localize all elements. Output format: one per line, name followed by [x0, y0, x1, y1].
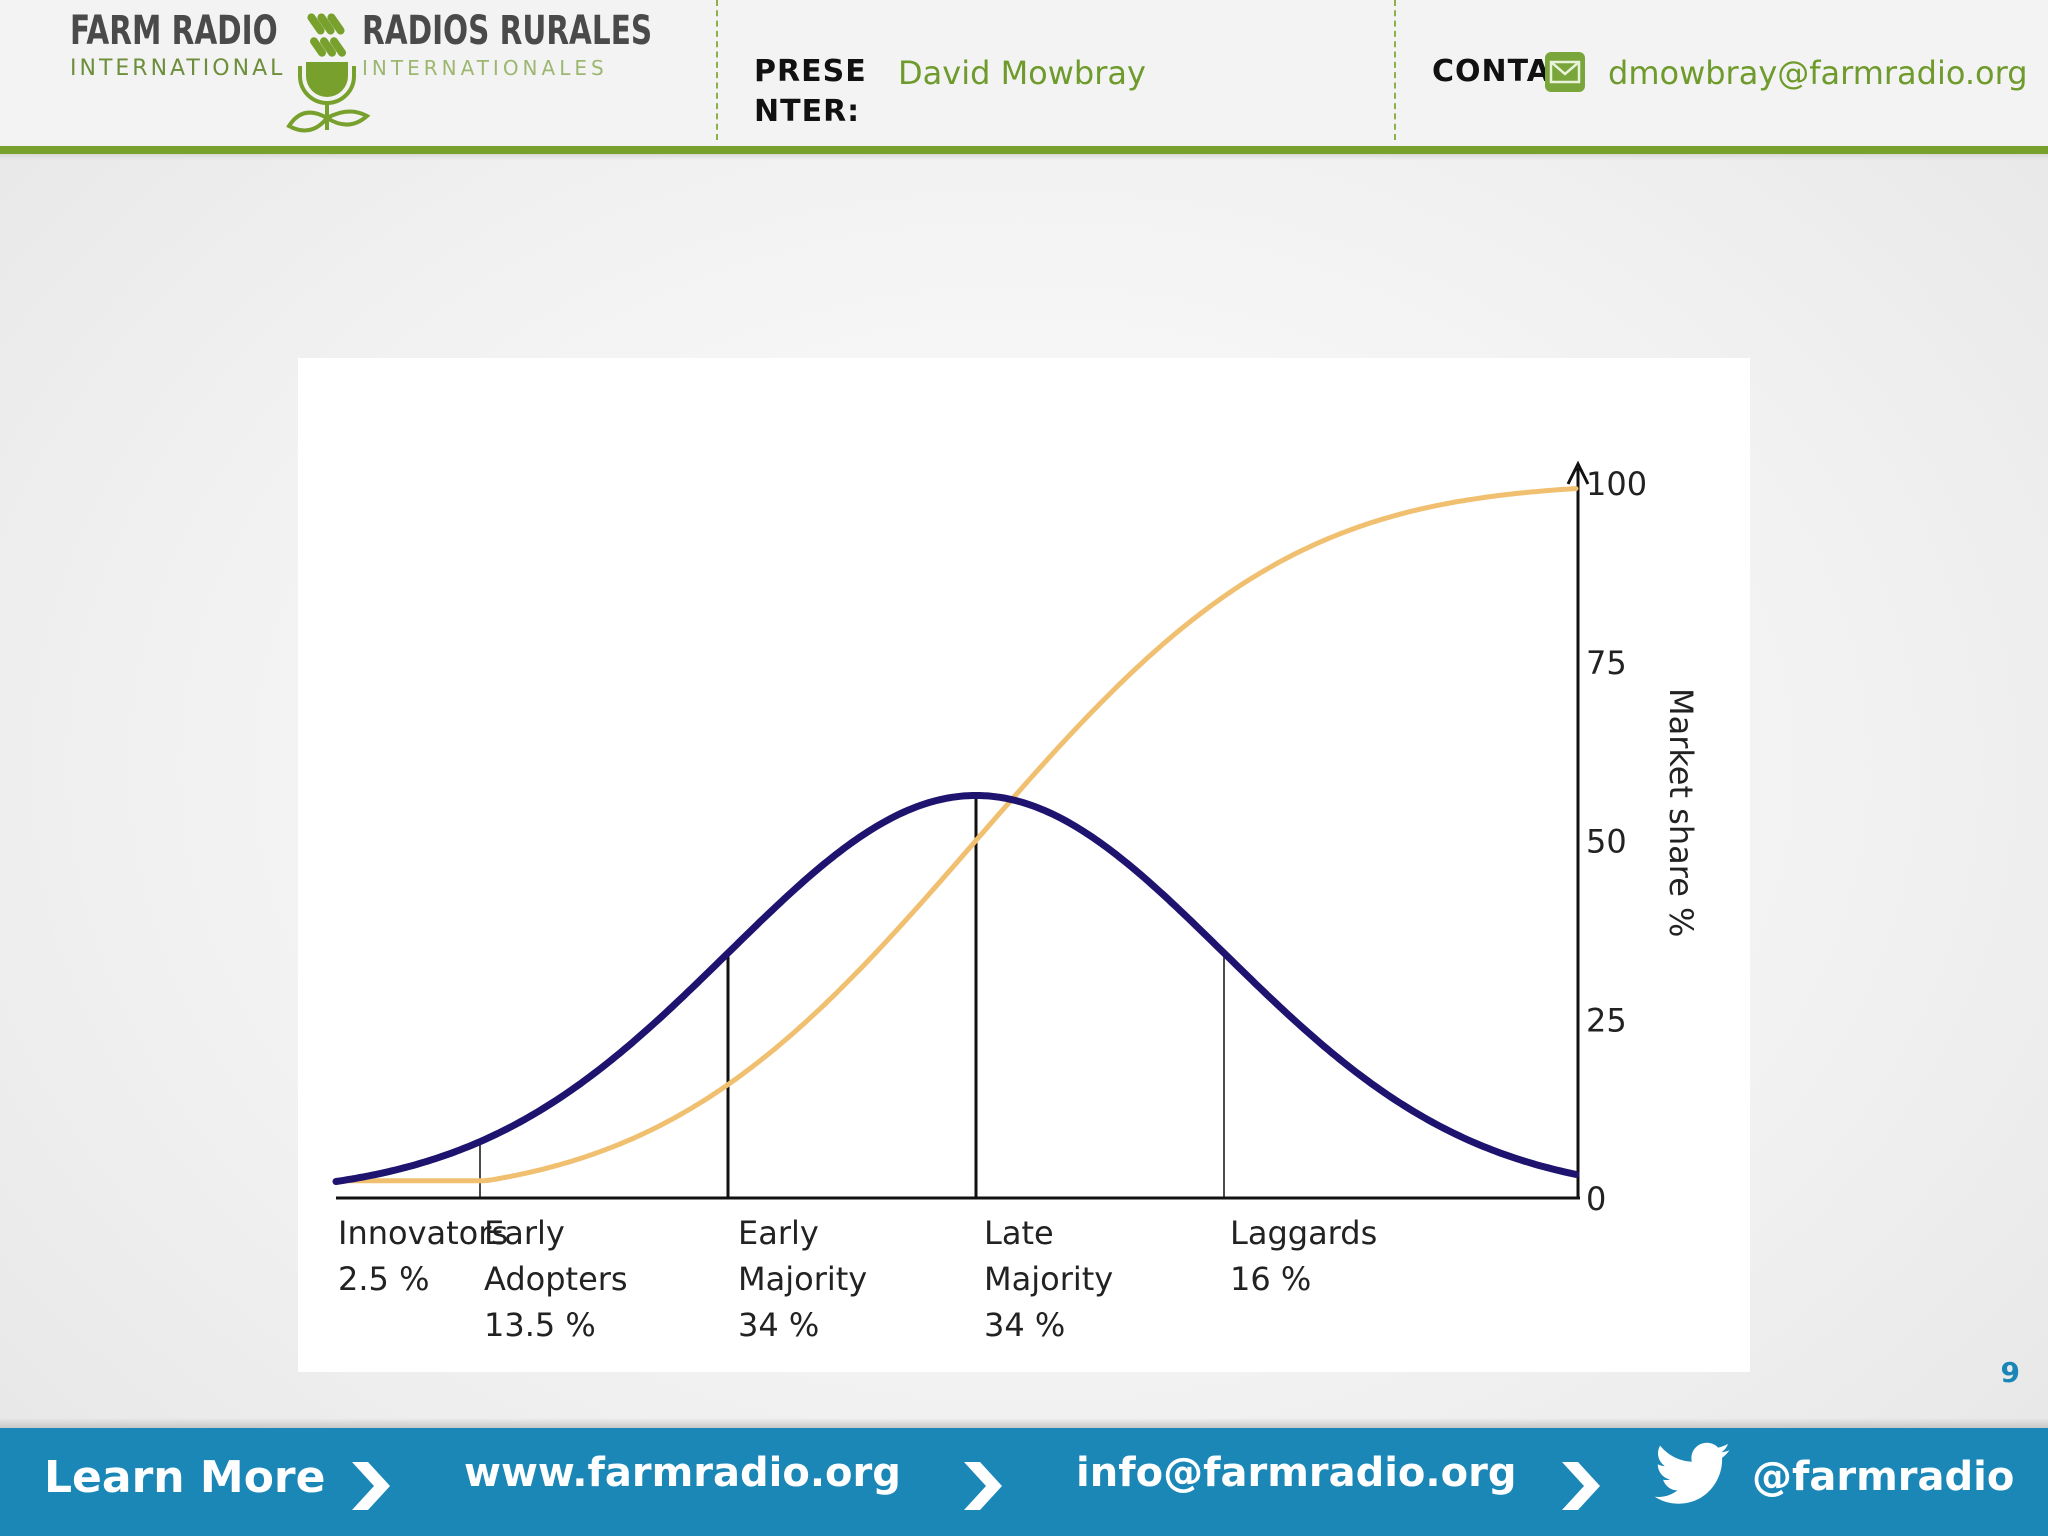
header-divider [716, 0, 718, 140]
category-name: Early [738, 1214, 819, 1252]
curves [332, 486, 1580, 1185]
category-percent: 34 % [984, 1306, 1065, 1344]
chevron-right-icon [352, 1462, 390, 1510]
header-divider [1394, 0, 1396, 140]
contact-email-link[interactable]: dmowbray@farmradio.org [1608, 54, 2028, 92]
category-name: Laggards [1230, 1214, 1377, 1252]
logo-fr-subtitle: INTERNATIONALES [362, 56, 608, 80]
footer: Learn More www.farmradio.org info@farmra… [0, 1428, 2048, 1536]
logo-french: RADIOS RURALES INTERNATIONALES [362, 8, 716, 80]
category-percent: 13.5 % [484, 1306, 596, 1344]
chevron-right-icon [1562, 1462, 1600, 1510]
presenter-name: David Mowbray [898, 54, 1146, 92]
footer-shadow [0, 1418, 2048, 1428]
twitter-handle-link[interactable]: @farmradio [1752, 1454, 2015, 1500]
logo-english: FARM RADIO INTERNATIONAL [70, 8, 323, 81]
twitter-bird-icon[interactable] [1654, 1442, 1734, 1506]
axes [336, 460, 1590, 1200]
category-name: Majority [984, 1260, 1113, 1298]
learn-more-label: Learn More [44, 1452, 326, 1503]
y-axis-arrow [1566, 460, 1590, 485]
presenter-label: PRESE NTER: [754, 54, 867, 129]
diffusion-of-innovations-chart: 0 25 50 75 100 Innovators 2.5 % Early Adopters 1… [298, 358, 1750, 1372]
y-tick-label: 75 [1586, 644, 1627, 682]
mail-icon [1545, 52, 1585, 92]
logo-fr-title: RADIOS RURALES [362, 8, 653, 54]
y-tick-label: 50 [1586, 823, 1627, 861]
category-name: Majority [738, 1260, 867, 1298]
farm-radio-logo-icon [286, 13, 371, 133]
header-shadow [0, 154, 2048, 160]
category-name: Late [984, 1214, 1054, 1252]
y-axis-title: Market share % [1662, 688, 1700, 937]
y-tick-label: 25 [1586, 1001, 1627, 1039]
category-percent: 2.5 % [338, 1260, 429, 1298]
category-percent: 16 % [1230, 1260, 1311, 1298]
chart-svg: 0 25 50 75 100 Innovators 2.5 % Early Adopters 1… [332, 460, 1700, 1344]
adoption-bell-curve [332, 792, 1580, 1185]
y-ticks: 0 25 50 75 100 [1586, 465, 1647, 1218]
category-separators [479, 795, 1225, 1198]
header-rule [0, 146, 2048, 154]
category-name: Early [484, 1214, 565, 1252]
info-email-link[interactable]: info@farmradio.org [1076, 1450, 1517, 1496]
chevron-right-icon [964, 1462, 1002, 1510]
y-tick-label: 0 [1586, 1180, 1606, 1218]
logo-en-title: FARM RADIO [70, 8, 278, 54]
category-name: Innovators [338, 1214, 508, 1252]
header: FARM RADIO INTERNATIONAL RADIOS RURALES … [0, 0, 2048, 146]
category-name: Adopters [484, 1260, 628, 1298]
category-labels: Innovators 2.5 % Early Adopters 13.5 % Early M… [338, 1214, 1377, 1344]
cumulative-adoption-curve [333, 486, 1579, 1184]
page-number: 9 [2000, 1356, 2020, 1389]
y-tick-label: 100 [1586, 465, 1647, 503]
category-percent: 34 % [738, 1306, 819, 1344]
logo-en-subtitle: INTERNATIONAL [70, 56, 286, 81]
website-link[interactable]: www.farmradio.org [464, 1450, 901, 1496]
